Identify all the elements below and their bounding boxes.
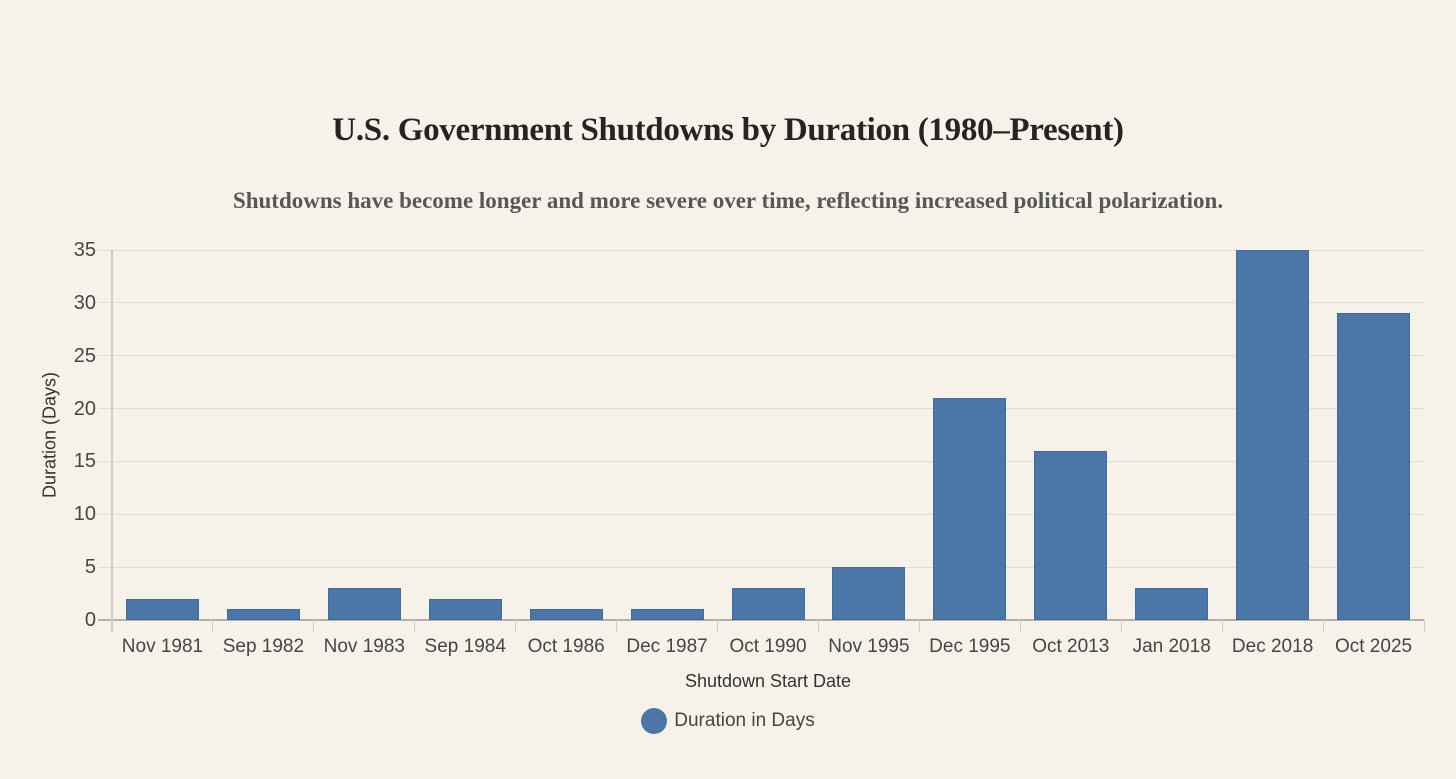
chart-subtitle: Shutdowns have become longer and more se… (232, 188, 1224, 213)
x-tick-label: Nov 1995 (828, 636, 910, 657)
x-tick-mark (1423, 620, 1425, 632)
x-tick-label: Jan 2018 (1132, 636, 1211, 657)
x-tick-mark (414, 620, 416, 632)
gridline (98, 355, 1424, 357)
bar-oct-2013[interactable] (1034, 450, 1108, 620)
bar-oct-1990[interactable] (731, 588, 805, 620)
gridline (98, 513, 1424, 515)
bar-oct-1986[interactable] (529, 609, 603, 620)
x-tick-label: Oct 2025 (1334, 636, 1413, 657)
y-tick-label: 10 (73, 503, 96, 526)
bar-sep-1984[interactable] (428, 598, 502, 620)
x-tick-mark (918, 620, 920, 632)
gridline (98, 566, 1424, 568)
bar-dec-2018[interactable] (1236, 250, 1310, 620)
y-tick-label: 20 (73, 397, 96, 420)
legend-marker-dot (641, 708, 668, 734)
x-tick-mark (1019, 620, 1021, 632)
bar-oct-2025[interactable] (1337, 313, 1411, 620)
x-tick-label: Oct 2013 (1032, 636, 1110, 657)
chart-title: U.S. Government Shutdowns by Duration (1… (332, 112, 1124, 148)
x-tick-mark (616, 620, 618, 632)
y-axis-line (111, 250, 113, 632)
x-tick-mark (1322, 620, 1324, 632)
x-tick-label: Dec 2018 (1231, 636, 1314, 657)
x-tick-label: Oct 1990 (729, 636, 807, 657)
gridline (98, 249, 1424, 251)
bar-nov-1995[interactable] (832, 567, 906, 620)
legend: Duration in Days (0, 708, 1456, 734)
y-tick-label: 25 (73, 344, 96, 367)
x-axis-title: Shutdown Start Date (684, 671, 852, 691)
bar-dec-1987[interactable] (630, 609, 704, 620)
x-tick-label: Nov 1983 (323, 636, 405, 657)
x-tick-mark (212, 620, 214, 632)
x-tick-label: Sep 1984 (424, 636, 506, 657)
y-tick-label: 0 (84, 609, 96, 631)
y-tick-label: 15 (73, 450, 96, 473)
y-axis-title-text: Duration (Days) (39, 371, 60, 499)
x-tick-label: Dec 1987 (626, 636, 708, 657)
bar-dec-1995[interactable] (933, 398, 1007, 620)
x-tick-mark (313, 620, 315, 632)
x-tick-mark (1120, 620, 1122, 632)
x-tick-label: Dec 1995 (929, 636, 1011, 657)
y-tick-label: 5 (84, 556, 96, 579)
x-axis-baseline (98, 619, 1424, 621)
x-tick-mark (717, 620, 719, 632)
x-tick-label: Nov 1981 (121, 636, 204, 657)
gridline (98, 460, 1424, 462)
bar-nov-1981[interactable] (125, 598, 199, 620)
gridline (98, 408, 1424, 410)
bar-jan-2018[interactable] (1135, 588, 1209, 620)
y-tick-label: 30 (73, 291, 96, 314)
legend-label: Duration in Days (674, 710, 815, 731)
x-tick-mark (515, 620, 517, 632)
bar-nov-1983[interactable] (327, 588, 401, 620)
y-tick-label: 35 (73, 239, 96, 261)
x-tick-label: Oct 1986 (527, 636, 605, 657)
x-tick-mark (1221, 620, 1223, 632)
x-tick-label: Sep 1982 (222, 636, 305, 657)
gridline (98, 302, 1424, 304)
x-tick-mark (817, 620, 819, 632)
bar-sep-1982[interactable] (226, 609, 300, 620)
